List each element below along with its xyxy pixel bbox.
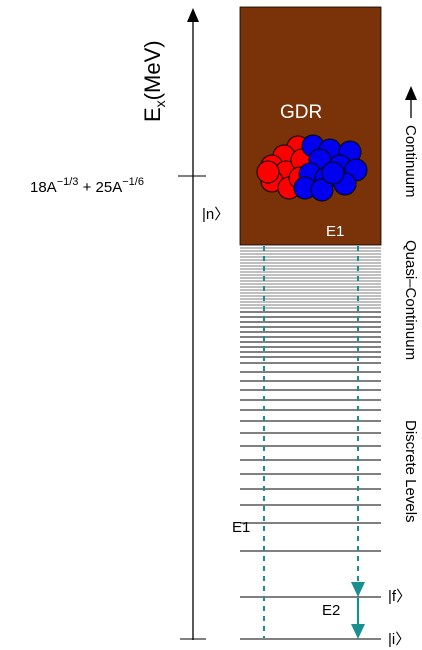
continuum-label: Continuum — [402, 125, 419, 198]
e1-transition-label: E1 — [232, 519, 250, 536]
energy-axis — [178, 8, 206, 640]
continuum-arrowhead — [405, 86, 417, 100]
axis-title: Ex(MeV) — [140, 40, 168, 122]
nucleus-illustration — [256, 134, 368, 202]
quasi-continuum-label: Quasi–Continuum — [402, 240, 419, 360]
gdr-continuum-box — [239, 6, 382, 246]
discrete-levels-label: Discrete Levels — [402, 420, 419, 523]
state-n-label: |n〉 — [202, 206, 229, 223]
gdr-e1-label: E1 — [326, 223, 344, 240]
neutron-sphere — [310, 178, 334, 202]
e2-transition-label: E2 — [322, 602, 340, 619]
gdr-label: GDR — [280, 102, 322, 123]
state-f-label: |f〉 — [388, 588, 411, 605]
energy-axis-arrowhead — [187, 8, 199, 22]
e1-arrowhead — [351, 582, 365, 597]
threshold-formula: 18A−1/3 + 25A−1/6 — [30, 176, 144, 196]
proton-sphere — [256, 160, 280, 184]
neutron-sphere — [321, 161, 345, 185]
e2-arrowhead — [351, 624, 365, 639]
continuum-region-marker — [405, 86, 417, 118]
state-i-label: |i〉 — [388, 631, 410, 648]
energy-levels — [240, 247, 381, 640]
